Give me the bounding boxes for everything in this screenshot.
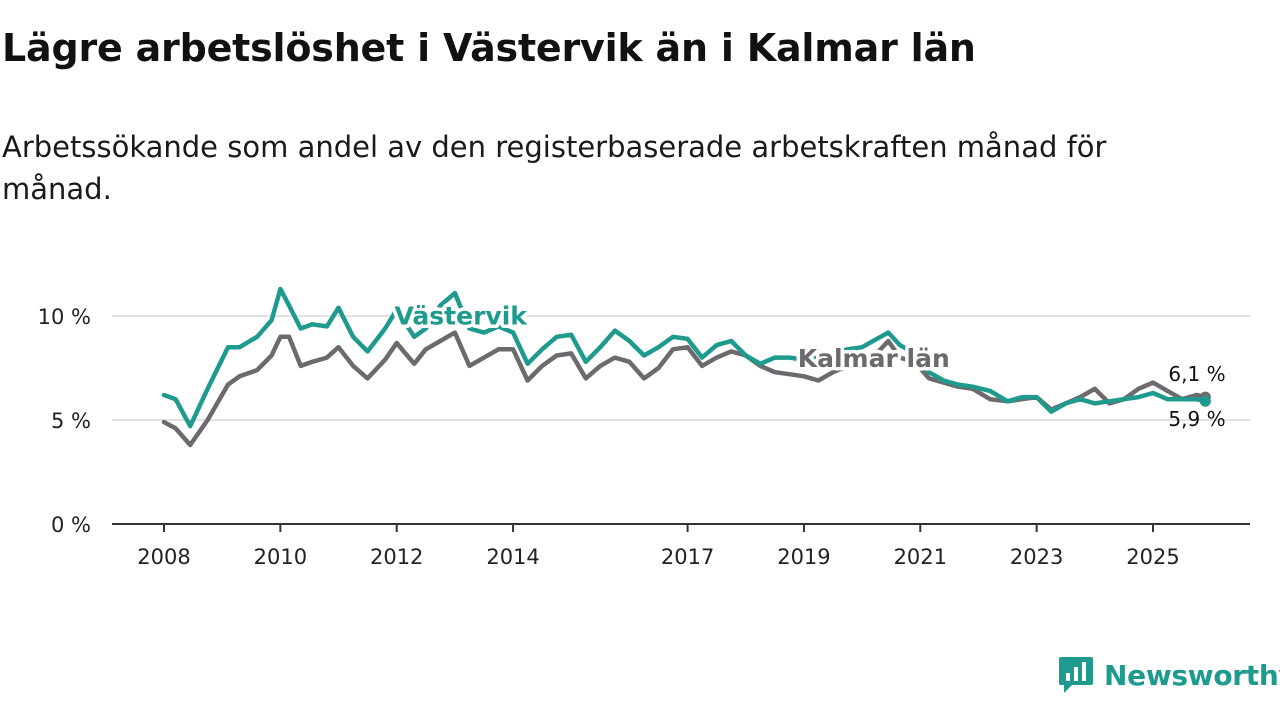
- y-tick-label: 5 %: [51, 409, 91, 433]
- x-tick-label: 2014: [486, 545, 539, 569]
- page-title: Lägre arbetslöshet i Västervik än i Kalm…: [2, 26, 976, 70]
- y-tick-label: 0 %: [51, 513, 91, 537]
- x-tick-label: 2010: [254, 545, 307, 569]
- series-line-v-stervik: [161, 286, 1208, 429]
- end-label-vastervik: 5,9 %: [1168, 407, 1225, 431]
- x-tick-label: 2021: [894, 545, 947, 569]
- x-tick-label: 2008: [137, 545, 190, 569]
- brand-name: Newsworthy: [1104, 658, 1280, 692]
- series-label-v-stervik: Västervik: [394, 301, 528, 330]
- newsworthy-logo-icon: [1059, 657, 1093, 693]
- x-tick-label: 2017: [661, 545, 714, 569]
- end-point-v-stervik: [1199, 395, 1211, 407]
- x-tick-label: 2019: [777, 545, 830, 569]
- x-tick-label: 2023: [1010, 545, 1063, 569]
- x-tick-label: 2025: [1126, 545, 1179, 569]
- newsworthy-logo: Newsworthy: [1058, 654, 1280, 696]
- x-tick-label: 2012: [370, 545, 423, 569]
- series-label-kalmar-l-n: Kalmar län: [798, 344, 950, 373]
- series-line-kalmar-l-n: [161, 330, 1208, 448]
- y-tick-label: 10 %: [38, 305, 91, 329]
- page-subtitle: Arbetssökande som andel av den registerb…: [2, 130, 1107, 206]
- end-label-kalmar-lan: 6,1 %: [1168, 362, 1225, 386]
